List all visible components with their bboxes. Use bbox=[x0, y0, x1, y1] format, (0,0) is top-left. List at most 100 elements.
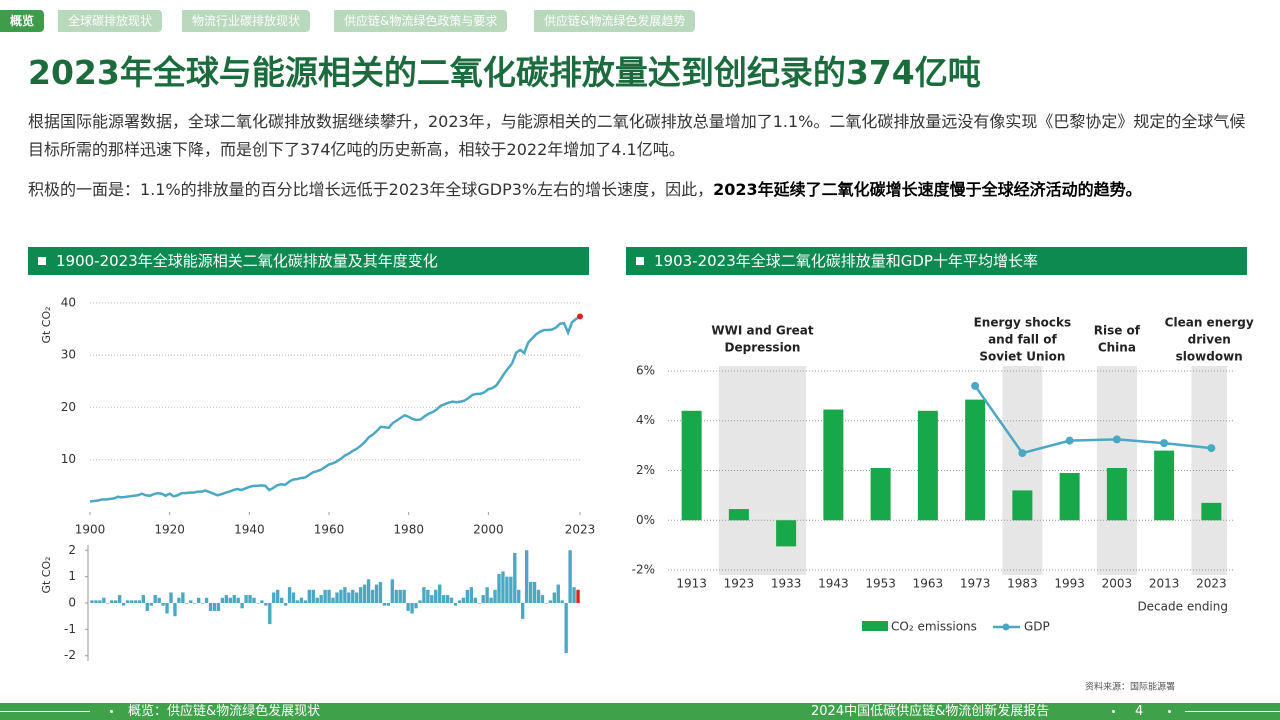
bar bbox=[264, 603, 268, 606]
bar bbox=[331, 597, 335, 603]
dot bbox=[1112, 710, 1115, 713]
bar bbox=[536, 589, 541, 603]
bar bbox=[228, 597, 232, 603]
marker bbox=[1207, 444, 1216, 453]
period-label: driven bbox=[1188, 333, 1231, 347]
bar bbox=[279, 597, 284, 603]
bar bbox=[556, 584, 560, 603]
bar bbox=[323, 589, 327, 603]
bar bbox=[137, 600, 142, 603]
bar bbox=[359, 587, 363, 603]
bar bbox=[236, 597, 240, 603]
bar bbox=[576, 589, 580, 603]
marker bbox=[1160, 439, 1169, 448]
paragraph: 根据国际能源署数据，全球二氧化碳排放数据继续攀升，2023年，与能源相关的二氧化… bbox=[28, 108, 1256, 164]
line bbox=[89, 315, 581, 503]
x-tick-label: 1973 bbox=[960, 577, 991, 591]
bar bbox=[224, 595, 229, 603]
x-tick-label: 1920 bbox=[154, 523, 185, 537]
section-header: 1900-2023年全球能源相关二氧化碳排放量及其年度变化 bbox=[28, 247, 589, 275]
nav-tab[interactable]: 物流行业碳排放现状 bbox=[182, 10, 311, 32]
bar bbox=[1012, 490, 1033, 521]
bar bbox=[102, 597, 106, 603]
bar bbox=[268, 603, 272, 625]
bar bbox=[335, 592, 339, 603]
bar bbox=[453, 603, 458, 606]
bar bbox=[208, 603, 213, 611]
period-band bbox=[1191, 366, 1227, 575]
bar bbox=[513, 552, 517, 603]
y-axis-label: Gt CO₂ bbox=[40, 306, 53, 343]
period-label: Rise of bbox=[1094, 324, 1141, 338]
bar bbox=[465, 589, 470, 603]
bar bbox=[351, 589, 355, 603]
x-tick-label: 1900 bbox=[75, 523, 106, 537]
bar bbox=[390, 579, 394, 603]
footer-report: 2024中国低碳供应链&物流创新发展报告 bbox=[811, 704, 1050, 719]
bar bbox=[256, 603, 260, 604]
legend-label: GDP bbox=[1024, 620, 1050, 634]
bar bbox=[524, 550, 529, 603]
bar bbox=[200, 603, 205, 604]
bar bbox=[110, 600, 114, 603]
bar bbox=[544, 603, 549, 604]
bar bbox=[327, 589, 331, 603]
bar bbox=[422, 587, 426, 603]
bar bbox=[252, 597, 256, 603]
bar bbox=[406, 603, 410, 611]
bar bbox=[94, 600, 98, 603]
bar bbox=[473, 597, 477, 603]
bar bbox=[244, 595, 248, 603]
nav-tab[interactable]: 供应链&物流绿色政策与要求 bbox=[334, 10, 508, 32]
bar bbox=[260, 600, 264, 603]
bar bbox=[374, 584, 379, 603]
bar bbox=[295, 600, 300, 603]
y-tick-label: 4% bbox=[636, 413, 655, 427]
y-tick-label: 2% bbox=[636, 463, 655, 477]
period-label: slowdown bbox=[1176, 350, 1243, 364]
bar bbox=[441, 595, 446, 603]
bar bbox=[426, 589, 430, 603]
bar bbox=[311, 589, 315, 603]
bar bbox=[517, 589, 521, 603]
bar bbox=[165, 603, 169, 614]
rule bbox=[1185, 711, 1280, 712]
bar bbox=[1154, 450, 1175, 521]
nav-tab[interactable]: 全球碳排放现状 bbox=[58, 10, 163, 32]
bar bbox=[445, 595, 450, 603]
bar bbox=[161, 603, 165, 606]
y-tick-label: -2 bbox=[64, 648, 76, 662]
bar bbox=[272, 592, 276, 603]
x-tick-label: 1980 bbox=[393, 523, 424, 537]
bar bbox=[493, 589, 497, 603]
y-tick-label: 20 bbox=[61, 400, 76, 414]
bar bbox=[129, 600, 134, 603]
bar bbox=[965, 399, 986, 521]
line bbox=[974, 385, 1212, 455]
bar bbox=[477, 603, 481, 604]
bar bbox=[153, 595, 157, 603]
legend-label: CO₂ emissions bbox=[891, 620, 977, 634]
y-tick-label: 6% bbox=[636, 363, 655, 377]
y-tick-label: 0% bbox=[636, 513, 655, 527]
bar bbox=[366, 579, 371, 603]
chart-title: 1903-2023年全球二氧化碳排放量和GDP十年平均增长率 bbox=[654, 252, 1038, 270]
bar bbox=[98, 600, 102, 603]
bar bbox=[362, 584, 367, 603]
bar bbox=[457, 600, 462, 603]
nav-tab[interactable]: 供应链&物流绿色发展趋势 bbox=[534, 10, 696, 32]
bar bbox=[469, 587, 474, 603]
bar bbox=[339, 589, 343, 603]
bar bbox=[248, 595, 252, 603]
bar bbox=[303, 600, 308, 603]
x-tick-label: 1963 bbox=[913, 577, 944, 591]
text: 积极的一面是：1.1%的排放量的百分比增长远低于2023年全球GDP3%左右的增… bbox=[28, 180, 714, 199]
nav-tab[interactable]: 概览 bbox=[0, 10, 45, 32]
bar bbox=[823, 409, 844, 521]
bar bbox=[283, 603, 288, 606]
y-tick-label: 2 bbox=[68, 543, 76, 557]
bar bbox=[232, 595, 236, 603]
bar bbox=[1059, 472, 1080, 521]
bar bbox=[193, 603, 197, 604]
